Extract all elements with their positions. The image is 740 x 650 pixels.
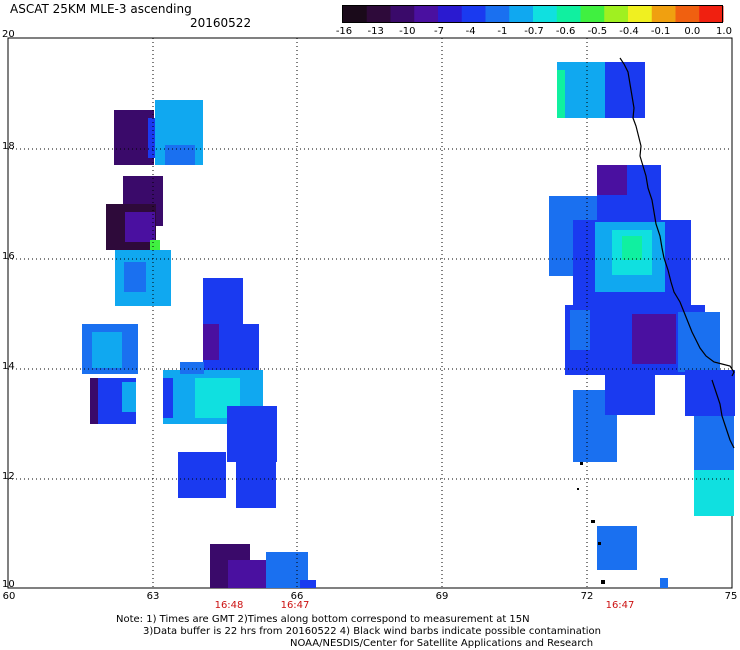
chart-date: 20160522 <box>190 16 252 30</box>
data-cell <box>694 470 734 516</box>
colorbar-swatch <box>390 6 415 22</box>
lon-tick: 60 <box>2 591 16 602</box>
data-cell <box>124 262 146 292</box>
footer-note-3: NOAA/NESDIS/Center for Satellite Applica… <box>290 638 594 649</box>
colorbar-swatch <box>366 6 391 22</box>
data-cell <box>632 314 676 364</box>
colorbar-swatch <box>343 6 368 22</box>
data-cell <box>694 416 734 472</box>
colorbar-label: -1 <box>497 26 508 37</box>
data-cell <box>678 312 720 372</box>
colorbar-label: -0.7 <box>524 26 544 37</box>
lat-tick: 12 <box>2 471 15 482</box>
data-cell <box>114 110 154 165</box>
data-cell <box>163 378 173 418</box>
data-cell <box>227 406 277 462</box>
data-cell <box>570 310 590 350</box>
colorbar-swatch <box>604 6 629 22</box>
colorbar-swatch <box>628 6 653 22</box>
coastline-south <box>711 379 735 449</box>
data-cell <box>92 332 122 368</box>
data-cell <box>597 526 637 570</box>
colorbar-swatch <box>651 6 676 22</box>
data-cell <box>236 462 276 508</box>
colorbar-label: -4 <box>465 26 476 37</box>
colorbar-swatch <box>556 6 581 22</box>
data-cell <box>605 370 655 415</box>
colorbar-label: -0.6 <box>555 26 576 37</box>
colorbar-swatch <box>699 6 724 22</box>
data-cell <box>685 370 735 416</box>
colorbar-swatch <box>461 6 486 22</box>
colorbar-label: 1.0 <box>716 26 732 37</box>
colorbar-swatch <box>438 6 463 22</box>
data-cell <box>178 452 226 498</box>
colorbar-label: -7 <box>434 26 444 37</box>
colorbar-label: -13 <box>367 26 384 37</box>
footer-note-2: 3)Data buffer is 22 hrs from 20160522 4)… <box>143 626 601 637</box>
lon-tick: 75 <box>724 591 738 602</box>
colorbar-swatch <box>414 6 439 22</box>
colorbar <box>342 5 724 23</box>
data-cell <box>300 580 316 588</box>
lon-tick: 69 <box>435 591 449 602</box>
colorbar-frame <box>342 5 723 23</box>
data-cell <box>660 578 668 588</box>
lat-tick: 18 <box>2 141 15 152</box>
data-cell <box>90 378 98 424</box>
colorbar-swatch <box>533 6 558 22</box>
data-cell <box>605 62 645 118</box>
data-cell <box>165 145 195 165</box>
colorbar-swatch <box>675 6 700 22</box>
colorbar-label: -10 <box>399 26 416 37</box>
chart-title: ASCAT 25KM MLE-3 ascending <box>10 2 192 16</box>
grid-lines <box>8 38 732 588</box>
data-cell <box>203 278 243 326</box>
pass-time-label: 16:47 <box>280 600 310 611</box>
lat-tick: 20 <box>2 29 15 40</box>
colorbar-label: -16 <box>335 26 353 37</box>
coastline <box>619 57 735 377</box>
footer-note-1: Note: 1) Times are GMT 2)Times along bot… <box>116 614 530 625</box>
data-cell <box>122 382 136 412</box>
lon-tick: 72 <box>580 591 594 602</box>
lon-tick: 66 <box>290 591 304 602</box>
pass-time-label: 16:48 <box>214 600 244 611</box>
data-cell <box>228 560 268 588</box>
colorbar-label: -0.4 <box>619 26 639 37</box>
colorbar-swatch <box>580 6 605 22</box>
lon-tick: 63 <box>146 591 160 602</box>
lat-tick: 16 <box>2 251 15 262</box>
data-cell <box>180 362 204 374</box>
data-cell <box>622 236 642 260</box>
data-cell <box>597 165 627 195</box>
colorbar-swatch <box>485 6 510 22</box>
colorbar-swatch <box>509 6 534 22</box>
data-cell <box>203 324 219 360</box>
map-frame <box>7 37 733 589</box>
data-cell <box>125 212 155 242</box>
wind-data-cells <box>82 62 735 588</box>
colorbar-label: -0.1 <box>650 26 671 37</box>
colorbar-label: 0.0 <box>684 26 701 37</box>
lat-tick: 14 <box>2 361 15 372</box>
data-cell <box>150 240 160 250</box>
data-cell <box>557 70 565 118</box>
lat-tick: 10 <box>2 579 15 590</box>
island-marks <box>577 462 605 584</box>
colorbar-label: -0.5 <box>587 26 608 37</box>
pass-time-label: 16:47 <box>605 600 635 611</box>
